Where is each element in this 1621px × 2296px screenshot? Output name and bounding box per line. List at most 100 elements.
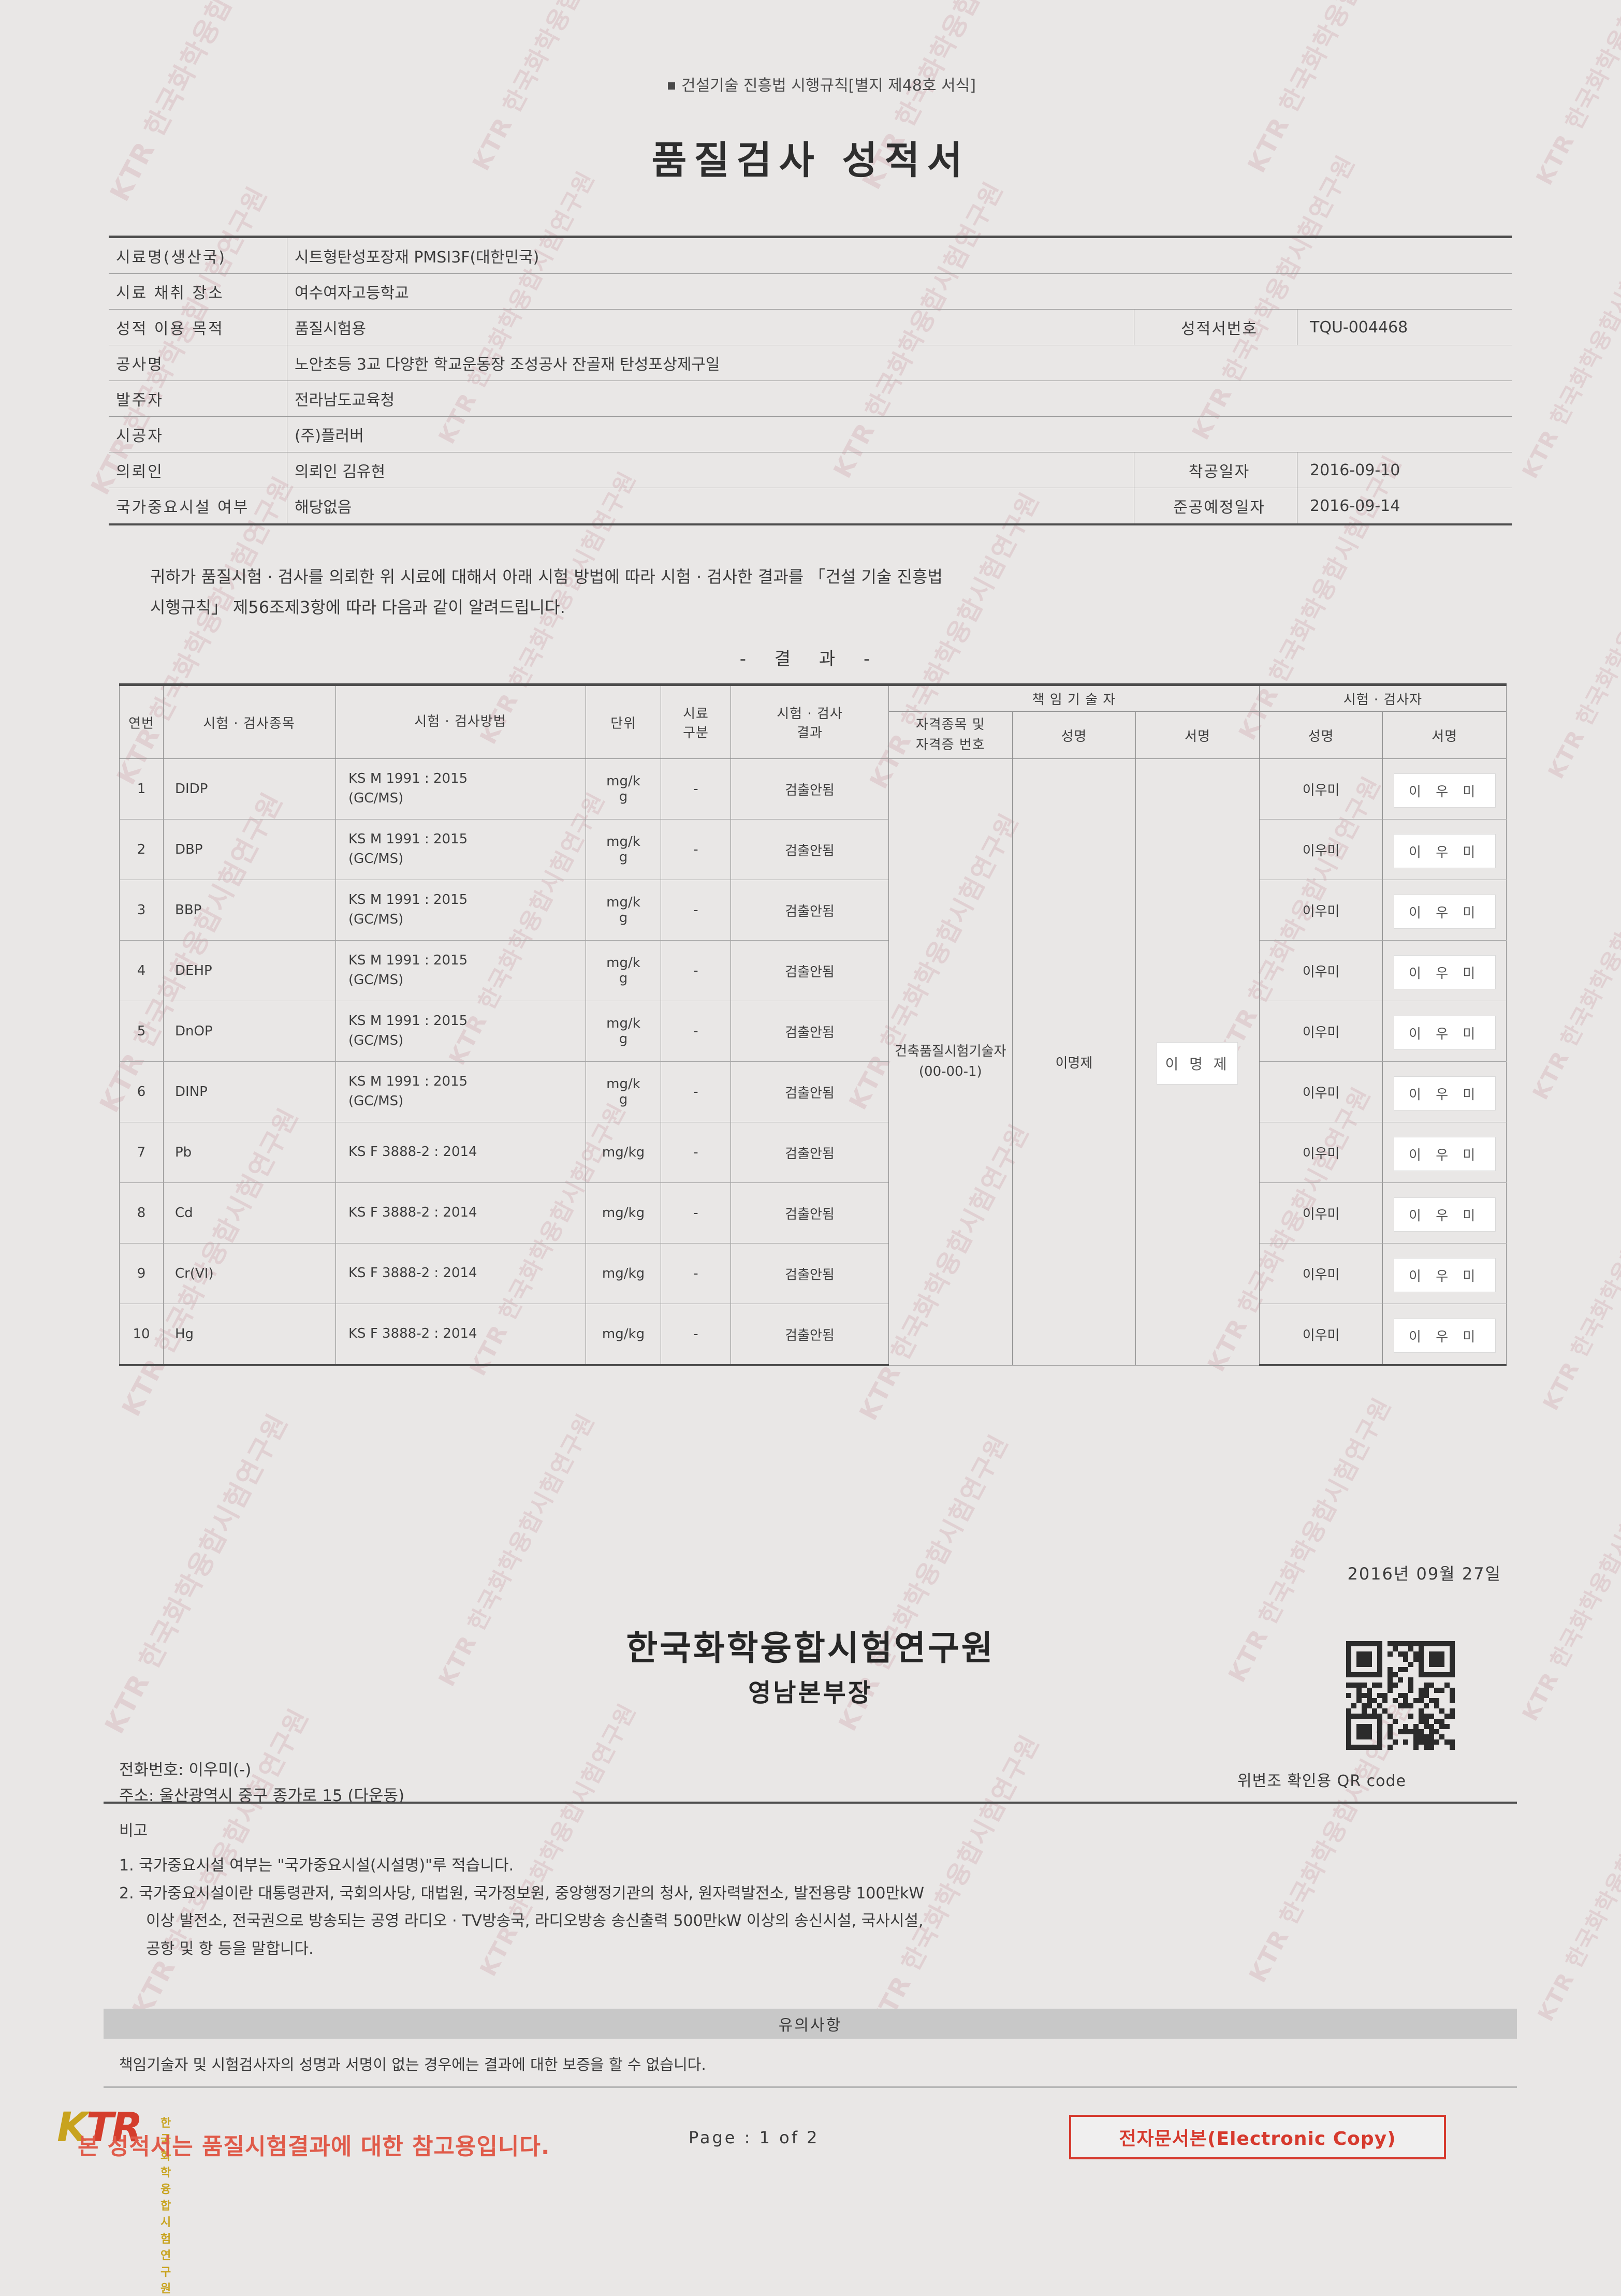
qr-module xyxy=(1429,1662,1434,1667)
qr-module xyxy=(1377,1698,1382,1703)
qr-module xyxy=(1351,1641,1356,1646)
qr-module xyxy=(1356,1714,1362,1719)
qr-module xyxy=(1403,1641,1408,1646)
cell-no: 9 xyxy=(119,1243,164,1304)
qr-caption: 위변조 확인용 QR code xyxy=(1237,1772,1407,1790)
qr-module xyxy=(1419,1677,1424,1683)
issuing-organization: 한국화학융합시험연구원 xyxy=(626,1628,995,1668)
qr-module xyxy=(1450,1667,1455,1672)
cell-tester-sign: 이 우 미 xyxy=(1382,1182,1507,1244)
qr-module xyxy=(1419,1734,1424,1739)
qr-module xyxy=(1372,1641,1377,1646)
info-value: 해당없음 xyxy=(287,488,1134,525)
qr-module xyxy=(1346,1729,1351,1734)
phone-label: 전화번호: xyxy=(119,1761,184,1779)
cell-division: - xyxy=(661,758,731,820)
qr-module xyxy=(1367,1724,1372,1729)
qr-module xyxy=(1444,1651,1450,1657)
qr-module xyxy=(1408,1672,1413,1677)
info-row: 공사명 노안초등 3교 다양한 학교운동장 조성공사 잔골재 탄성포상제구일 xyxy=(109,345,1512,381)
qr-module xyxy=(1450,1662,1455,1667)
qr-module xyxy=(1444,1729,1450,1734)
qr-module xyxy=(1362,1703,1367,1708)
qr-module xyxy=(1372,1729,1377,1734)
info-row: 시료명(생산국) 시트형탄성포장재 PMSI3F(대한민국) xyxy=(109,236,1512,274)
cell-unit: mg/kg xyxy=(586,1304,661,1366)
qr-module xyxy=(1388,1651,1393,1657)
qr-module xyxy=(1408,1667,1413,1672)
qr-module xyxy=(1351,1703,1356,1708)
qr-module xyxy=(1382,1698,1388,1703)
qr-module xyxy=(1377,1719,1382,1724)
qr-module xyxy=(1362,1657,1367,1662)
logo-letter-t: T xyxy=(86,2104,113,2151)
table-row: 5 DnOP KS M 1991 : 2015 (GC/MS) mg/k g - 검출안됨 이우… xyxy=(119,1001,1507,1062)
qr-module xyxy=(1424,1714,1429,1719)
qr-module xyxy=(1393,1667,1398,1672)
cell-division: - xyxy=(661,819,731,880)
th-cert-line1: 자격종목 및 xyxy=(915,717,985,733)
qr-module xyxy=(1393,1708,1398,1714)
cell-method: KS F 3888-2 : 2014 xyxy=(335,1243,586,1304)
qr-module xyxy=(1362,1662,1367,1667)
th-no: 연번 xyxy=(119,683,164,759)
qr-module xyxy=(1398,1719,1403,1724)
table-row: 4 DEHP KS M 1991 : 2015 (GC/MS) mg/k g - 검출안됨 이우… xyxy=(119,940,1507,1001)
qr-module xyxy=(1424,1657,1429,1662)
qr-module xyxy=(1444,1714,1450,1719)
cell-engineer-sign: 이 명 제 xyxy=(1135,758,1260,1366)
qr-module xyxy=(1382,1703,1388,1708)
table-row: 6 DINP KS M 1991 : 2015 (GC/MS) mg/k g - 검출안됨 이우… xyxy=(119,1061,1507,1122)
qr-module xyxy=(1377,1734,1382,1739)
qr-module xyxy=(1346,1714,1351,1719)
th-result-line1: 시험 · 검사 xyxy=(777,706,843,722)
qr-module xyxy=(1408,1729,1413,1734)
cell-item: DINP xyxy=(163,1061,336,1122)
cell-tester-name: 이우미 xyxy=(1259,1001,1383,1062)
qr-module xyxy=(1377,1714,1382,1719)
qr-module xyxy=(1424,1683,1429,1688)
qr-module xyxy=(1413,1672,1419,1677)
qr-module xyxy=(1429,1688,1434,1693)
qr-module xyxy=(1424,1703,1429,1708)
qr-module xyxy=(1372,1662,1377,1667)
qr-module xyxy=(1382,1729,1388,1734)
tester-signature-box: 이 우 미 xyxy=(1393,1076,1496,1110)
qr-module xyxy=(1362,1729,1367,1734)
cell-tester-sign: 이 우 미 xyxy=(1382,1243,1507,1304)
qr-module xyxy=(1439,1657,1444,1662)
qr-module xyxy=(1450,1641,1455,1646)
qr-module xyxy=(1367,1703,1372,1708)
th-result-line2: 결과 xyxy=(797,725,823,741)
qr-module xyxy=(1398,1708,1403,1714)
qr-module xyxy=(1413,1683,1419,1688)
qr-module xyxy=(1424,1698,1429,1703)
qr-module xyxy=(1429,1693,1434,1698)
qr-module xyxy=(1382,1657,1388,1662)
cell-method-line2: (GC/MS) xyxy=(348,1093,404,1109)
cell-unit-line2: g xyxy=(619,850,628,865)
qr-module xyxy=(1429,1646,1434,1651)
cell-unit: mg/kg xyxy=(586,1182,661,1244)
cell-tester-name: 이우미 xyxy=(1259,880,1383,941)
qr-module xyxy=(1413,1646,1419,1651)
cell-item: Cr(VI) xyxy=(163,1243,336,1304)
qr-module xyxy=(1362,1739,1367,1745)
page-current: 1 xyxy=(759,2128,772,2147)
table-row: 1 DIDP KS M 1991 : 2015 (GC/MS) mg/k g - 검출안됨 건축… xyxy=(119,758,1507,1366)
qr-module xyxy=(1398,1724,1403,1729)
info-row: 의뢰인 의뢰인 김유현 착공일자 2016-09-10 xyxy=(109,452,1512,488)
th-method: 시험 · 검사방법 xyxy=(335,683,586,759)
remarks-item-2-cont-1: 이상 발전소, 전국권으로 방송되는 공영 라디오 · TV방송국, 라디오방송… xyxy=(146,1912,924,1931)
cell-method-line1: KS M 1991 : 2015 xyxy=(348,1013,468,1029)
th-division-line2: 구분 xyxy=(683,725,709,741)
remarks-title: 비고 xyxy=(119,1822,148,1840)
qr-module xyxy=(1439,1714,1444,1719)
qr-module xyxy=(1444,1641,1450,1646)
qr-module xyxy=(1362,1672,1367,1677)
qr-module xyxy=(1351,1646,1356,1651)
qr-module xyxy=(1372,1703,1377,1708)
cell-unit-line1: mg/k xyxy=(606,834,640,850)
qr-module xyxy=(1382,1662,1388,1667)
